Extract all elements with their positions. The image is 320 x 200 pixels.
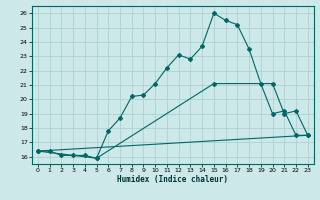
X-axis label: Humidex (Indice chaleur): Humidex (Indice chaleur) [117, 175, 228, 184]
